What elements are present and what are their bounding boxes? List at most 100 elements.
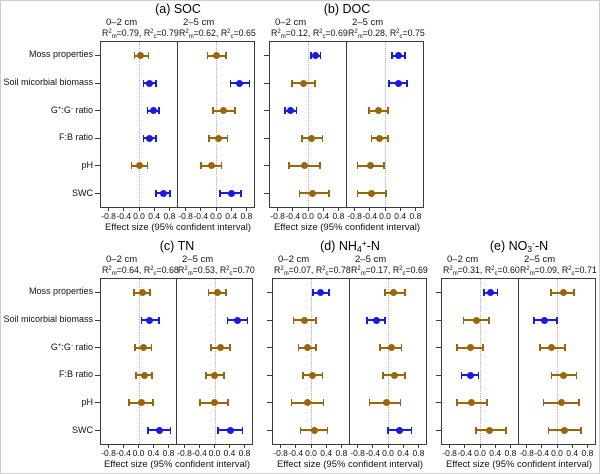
effect-size-dot — [541, 316, 549, 324]
x-tick — [230, 207, 232, 211]
x-tick-label: -0.8 — [442, 448, 457, 458]
x-tick-label: 0.0 — [208, 448, 221, 458]
x-tick-label: 0.4 — [148, 211, 161, 221]
category-label: G+:G- ratio — [50, 104, 93, 115]
x-tick — [464, 444, 466, 448]
r-squared-label: R2m=0.07, R2c=0.78 — [274, 265, 351, 277]
effect-size-dot — [548, 344, 556, 352]
x-tick-label: 0.0 — [382, 448, 394, 458]
ci-cap-high — [146, 162, 149, 170]
x-tick-label: -0.4 — [534, 448, 550, 458]
ci-cap-low — [209, 344, 212, 352]
effect-size-dot — [310, 426, 318, 434]
ci-cap-high — [384, 316, 386, 324]
ci-cap-low — [146, 107, 149, 115]
ci-cap-high — [403, 289, 406, 297]
ci-cap-high — [240, 189, 242, 197]
x-tick-label: 0.4 — [489, 448, 502, 458]
ci-cap-low — [533, 316, 535, 324]
x-tick — [277, 207, 279, 211]
effect-size-dot — [466, 371, 474, 379]
ci-cap-high — [246, 316, 249, 324]
x-tick-label: -0.4 — [193, 211, 209, 221]
x-tick — [357, 444, 359, 448]
y-tick — [95, 165, 100, 167]
x-tick-label: -0.4 — [457, 448, 473, 458]
x-tick — [479, 444, 481, 448]
ci-cap-high — [151, 399, 154, 407]
ci-cap-low — [550, 371, 553, 379]
y-tick — [436, 347, 441, 349]
panel-e: (e) NO3--N 0–2 cm R2m=0.31, R2c=0.60 -0.8 -0… — [436, 238, 597, 473]
ci-cap-low — [391, 52, 393, 60]
x-tick-label: 0.4 — [320, 448, 333, 458]
panel-title-e: (e) NO3--N — [489, 238, 549, 255]
x-tick — [586, 444, 588, 448]
x-tick-label: -0.8 — [350, 448, 365, 458]
plot-area — [436, 278, 519, 448]
ci-cap-high — [387, 134, 389, 142]
y-tick — [267, 374, 272, 376]
x-tick — [138, 207, 140, 211]
effect-size-dot — [467, 399, 475, 407]
ci-cap-low — [133, 52, 136, 60]
x-axis-title: Effect size (95% confident interval) — [103, 459, 251, 470]
x-tick-label: 0.0 — [302, 211, 314, 221]
y-tick — [95, 55, 100, 57]
ci-cap-low — [297, 344, 300, 352]
x-axis-title: Effect size (95% confident interval) — [276, 459, 424, 470]
category-label: F:B ratio — [58, 369, 93, 380]
effect-size-dot — [233, 316, 241, 324]
ci-cap-low — [310, 52, 312, 60]
depth-label: 0–2 cm — [447, 254, 479, 265]
x-tick — [402, 444, 404, 448]
effect-size-dot — [560, 371, 568, 379]
ci-cap-low — [301, 134, 303, 142]
r-squared-label: R2m=0.12, R2c=0.69 — [271, 28, 348, 40]
ci-cap-low — [200, 162, 202, 170]
x-tick — [200, 207, 202, 211]
x-tick-label: -0.8 — [347, 211, 362, 221]
ci-cap-low — [212, 107, 214, 115]
x-tick — [123, 207, 125, 211]
x-tick-label: 0.4 — [394, 211, 407, 221]
ci-cap-high — [322, 399, 325, 407]
category-label: Moss properties — [28, 285, 93, 296]
x-tick — [292, 207, 294, 211]
ci-cap-high — [224, 289, 227, 297]
x-tick — [229, 444, 230, 448]
x-tick — [325, 444, 327, 448]
ci-cap-high — [403, 52, 406, 60]
effect-size-dot — [487, 289, 495, 297]
depth-label: 0–2 cm — [278, 254, 310, 265]
ci-cap-low — [460, 371, 463, 379]
category-label: SWC — [72, 425, 93, 436]
effect-size-dot — [149, 107, 157, 115]
ci-cap-low — [130, 162, 133, 170]
effect-size-dot — [155, 426, 163, 434]
effect-size-dot — [391, 371, 399, 379]
ci-cap-high — [328, 189, 330, 197]
effect-size-dot — [308, 134, 316, 142]
x-tick-label: 0.8 — [504, 448, 517, 458]
ci-cap-low — [135, 371, 138, 379]
effect-size-dot — [561, 426, 569, 434]
ci-cap-low — [388, 79, 390, 87]
ci-cap-low — [127, 399, 130, 407]
x-tick-label: -0.8 — [519, 448, 534, 458]
x-tick-label: 0.0 — [474, 448, 486, 458]
x-tick-label: -0.8 — [270, 211, 285, 221]
ci-cap-high — [157, 107, 160, 115]
ci-cap-low — [208, 134, 210, 142]
x-tick — [214, 444, 215, 448]
x-tick-label: 0.0 — [379, 211, 391, 221]
x-tick-label: 0.4 — [225, 211, 238, 221]
x-tick — [185, 207, 187, 211]
effect-size-dot — [367, 189, 375, 197]
x-tick-label: 0.0 — [210, 211, 222, 221]
x-tick — [372, 444, 374, 448]
ci-cap-low — [226, 316, 229, 324]
ci-cap-high — [154, 134, 157, 142]
effect-size-dot — [390, 289, 398, 297]
y-tick — [95, 192, 100, 194]
